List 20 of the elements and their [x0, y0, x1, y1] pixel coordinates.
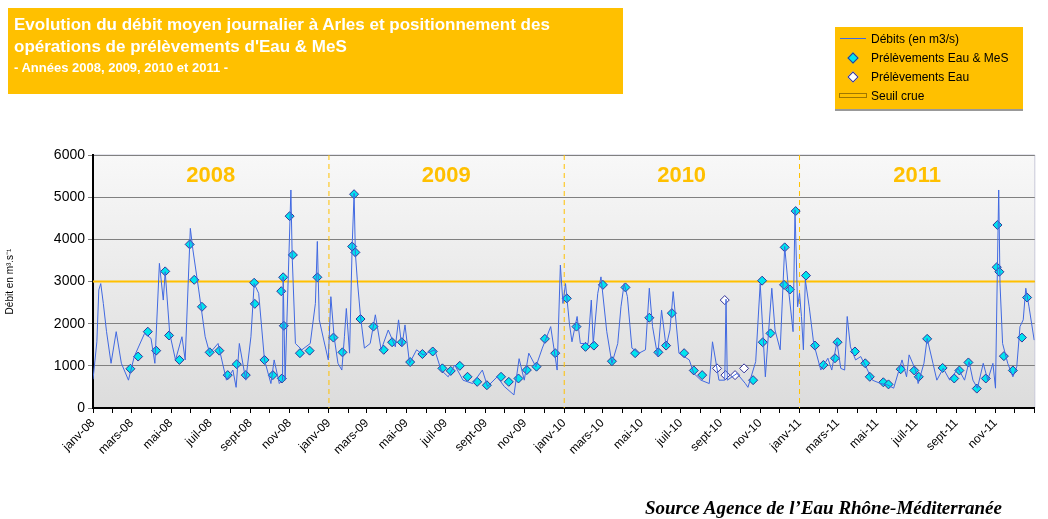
y-tick-label: 1000	[53, 356, 86, 373]
chart-title: Evolution du débit moyen journalier à Arles et positionnement des opérations de prélèvements d'Eau & MeS	[14, 14, 551, 58]
annotation: 2008	[186, 162, 236, 188]
y-tick-label: 4000	[53, 230, 86, 247]
y-tick-label: 5000	[53, 188, 86, 205]
legend-label: Prélèvements Eau	[871, 69, 970, 84]
annotation: 2009	[421, 162, 471, 188]
annotation: 2010	[657, 162, 707, 188]
y-tick-label: 2000	[53, 314, 86, 331]
legend-label: Débits (en m3/s)	[871, 31, 960, 46]
point	[739, 363, 750, 374]
legend-label: Prélèvements Eau & MeS	[871, 50, 1009, 65]
y-tick-label: 0	[77, 398, 86, 415]
chart-subtitle: - Années 2008, 2009, 2010 et 2011 -	[14, 60, 230, 75]
source-note: Source Agence de l’Eau Rhône-Méditerranée	[644, 497, 1002, 519]
annotation: 2011	[893, 162, 941, 188]
legend-label: Seuil crue	[871, 88, 925, 103]
y-axis-title: Débit en m³.s⁻¹	[3, 247, 15, 315]
y-tick-label: 3000	[53, 272, 86, 289]
y-tick-label: 6000	[53, 145, 86, 162]
